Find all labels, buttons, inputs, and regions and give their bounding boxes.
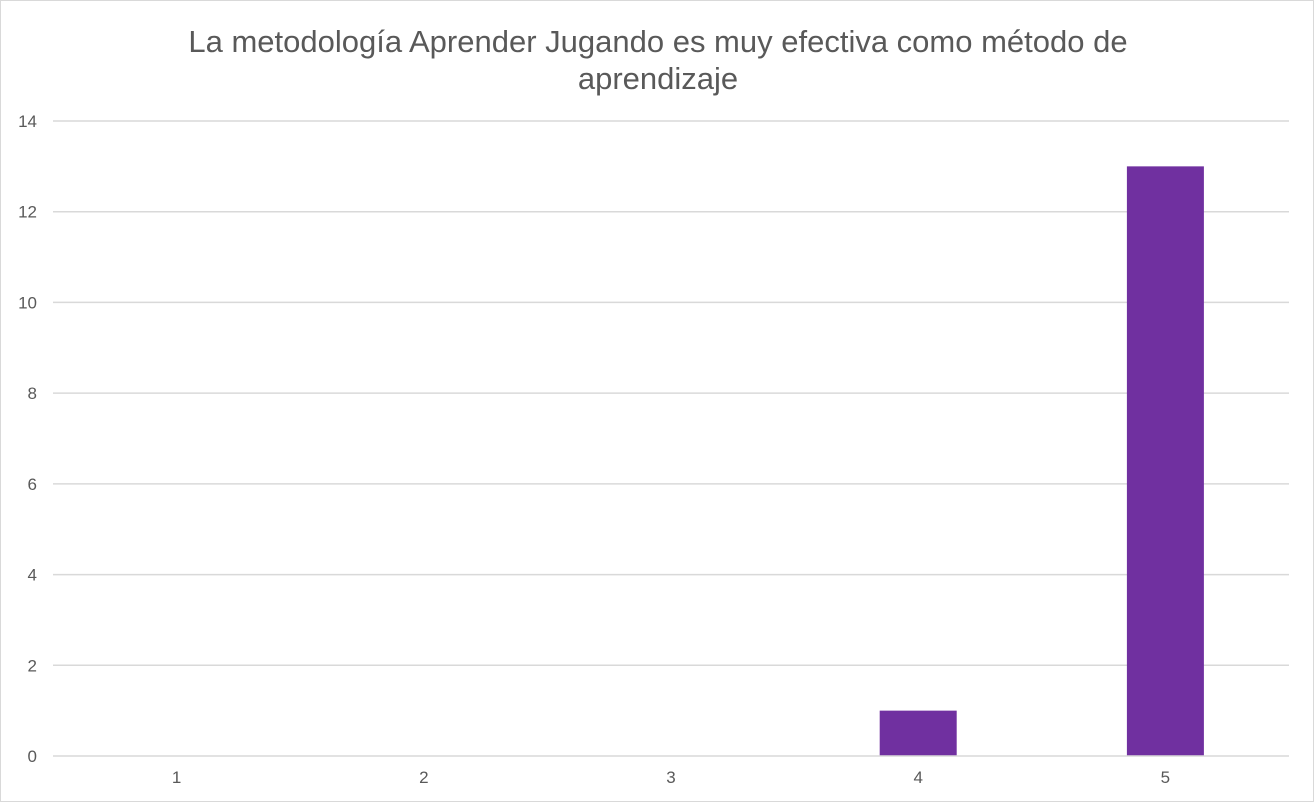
bar-5 [1126,166,1204,756]
y-tick-label: 4 [28,566,37,585]
bar-4 [879,710,957,756]
x-tick-label: 2 [419,768,428,787]
x-tick-label: 4 [913,768,922,787]
chart-title-line-1: La metodología Aprender Jugando es muy e… [188,24,1127,59]
y-tick-label: 6 [28,475,37,494]
chart-title-line-2: aprendizaje [578,61,738,96]
x-axis-tick-labels: 1 2 3 4 5 [172,768,1170,787]
y-tick-label: 2 [28,656,37,675]
x-tick-label: 3 [666,768,675,787]
gridlines [53,120,1289,667]
y-tick-label: 14 [18,112,37,131]
y-tick-label: 0 [28,747,37,766]
y-tick-label: 12 [18,203,37,222]
y-tick-label: 10 [18,293,37,312]
x-tick-label: 5 [1161,768,1170,787]
y-tick-label: 8 [28,384,37,403]
x-tick-label: 1 [172,768,181,787]
bars [879,166,1204,756]
y-axis-tick-labels: 0 2 4 6 8 10 12 14 [18,112,37,766]
